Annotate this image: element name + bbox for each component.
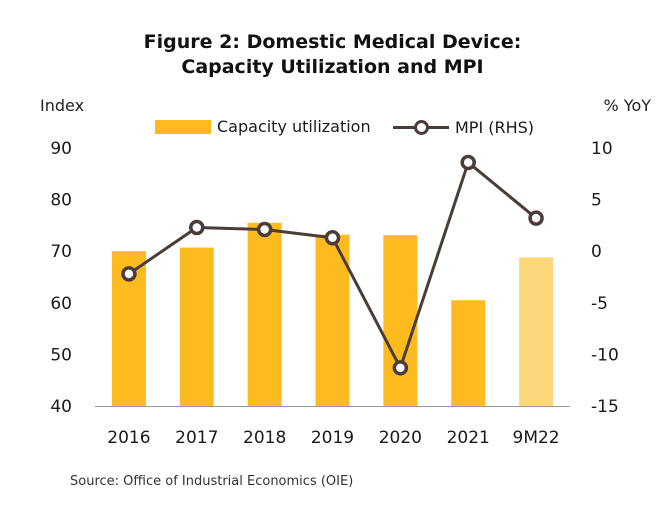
mpi-point-2017 — [189, 219, 205, 236]
right-tick-label: -5 — [591, 294, 608, 314]
mpi-point-9m22 — [528, 210, 544, 226]
bar-2017 — [179, 247, 214, 406]
source-note: Source: Office of Industrial Economics (… — [70, 474, 354, 489]
legend: Capacity utilization MPI (RHS) — [0, 117, 665, 141]
left-tick-label: 50 — [50, 345, 72, 365]
bar-2018 — [247, 222, 282, 406]
mpi-point-2020 — [392, 360, 409, 376]
right-tick-label: 5 — [591, 191, 602, 211]
right-tick-label: 0 — [591, 242, 602, 262]
bar-2019 — [315, 234, 350, 406]
bar-2020 — [383, 235, 418, 406]
legend-item-mpi: MPI (RHS) — [393, 117, 534, 137]
mpi-point-2018 — [256, 221, 273, 238]
left-tick-label: 40 — [50, 397, 72, 417]
right-axis-label: % YoY — [603, 96, 652, 115]
right-tick-label: -10 — [591, 345, 619, 365]
bar-2021 — [451, 300, 486, 406]
left-tick-label: 70 — [50, 242, 72, 262]
legend-bar-swatch — [155, 119, 211, 134]
x-tick-label: 2016 — [107, 428, 150, 448]
x-tick-label: 2017 — [175, 428, 218, 448]
x-tick-label: 9M22 — [513, 428, 560, 448]
x-tick-label: 2020 — [379, 428, 422, 448]
x-tick-label: 2019 — [311, 428, 354, 448]
legend-item-capacity: Capacity utilization — [155, 117, 371, 136]
legend-line-swatch — [393, 117, 449, 137]
chart-title-line-2: Capacity Utilization and MPI — [181, 56, 484, 78]
legend-label-capacity: Capacity utilization — [217, 117, 371, 136]
right-tick-label: -15 — [591, 397, 619, 417]
left-tick-label: 90 — [50, 139, 72, 159]
left-axis-label: Index — [40, 96, 85, 115]
right-tick-label: 10 — [591, 139, 613, 159]
mpi-point-2016 — [121, 266, 137, 282]
left-tick-label: 60 — [50, 294, 72, 314]
chart-title: Figure 2: Domestic Medical Device: Capac… — [0, 30, 665, 80]
bar-9m22 — [519, 257, 554, 406]
mpi-point-2021 — [460, 154, 476, 171]
mpi-point-2019 — [324, 230, 341, 246]
left-tick-label: 80 — [50, 191, 72, 211]
x-tick-label: 2021 — [447, 428, 490, 448]
legend-label-mpi: MPI (RHS) — [455, 117, 535, 137]
chart-title-line-1: Figure 2: Domestic Medical Device: — [143, 31, 522, 53]
x-tick-label: 2018 — [243, 428, 286, 448]
